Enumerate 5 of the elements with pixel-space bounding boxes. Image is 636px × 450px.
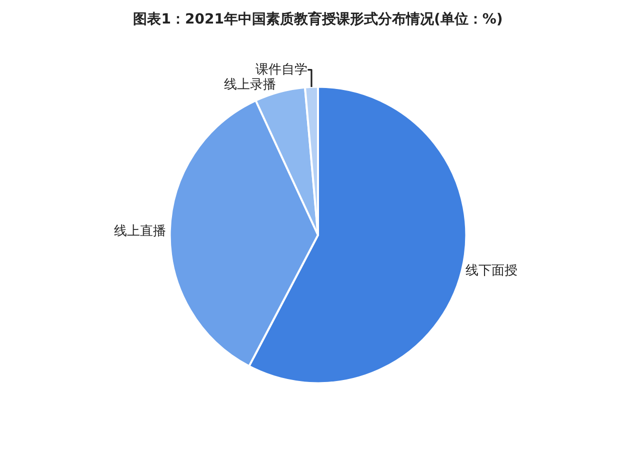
slice-label: 线上直播 — [114, 224, 166, 239]
chart-title: 图表1：2021年中国素质教育授课形式分布情况(单位：%) — [133, 10, 503, 28]
slice-label: 线上录播 — [224, 77, 276, 92]
slice-label: 课件自学 — [256, 62, 308, 78]
slice-label: 线下面授 — [466, 263, 518, 278]
